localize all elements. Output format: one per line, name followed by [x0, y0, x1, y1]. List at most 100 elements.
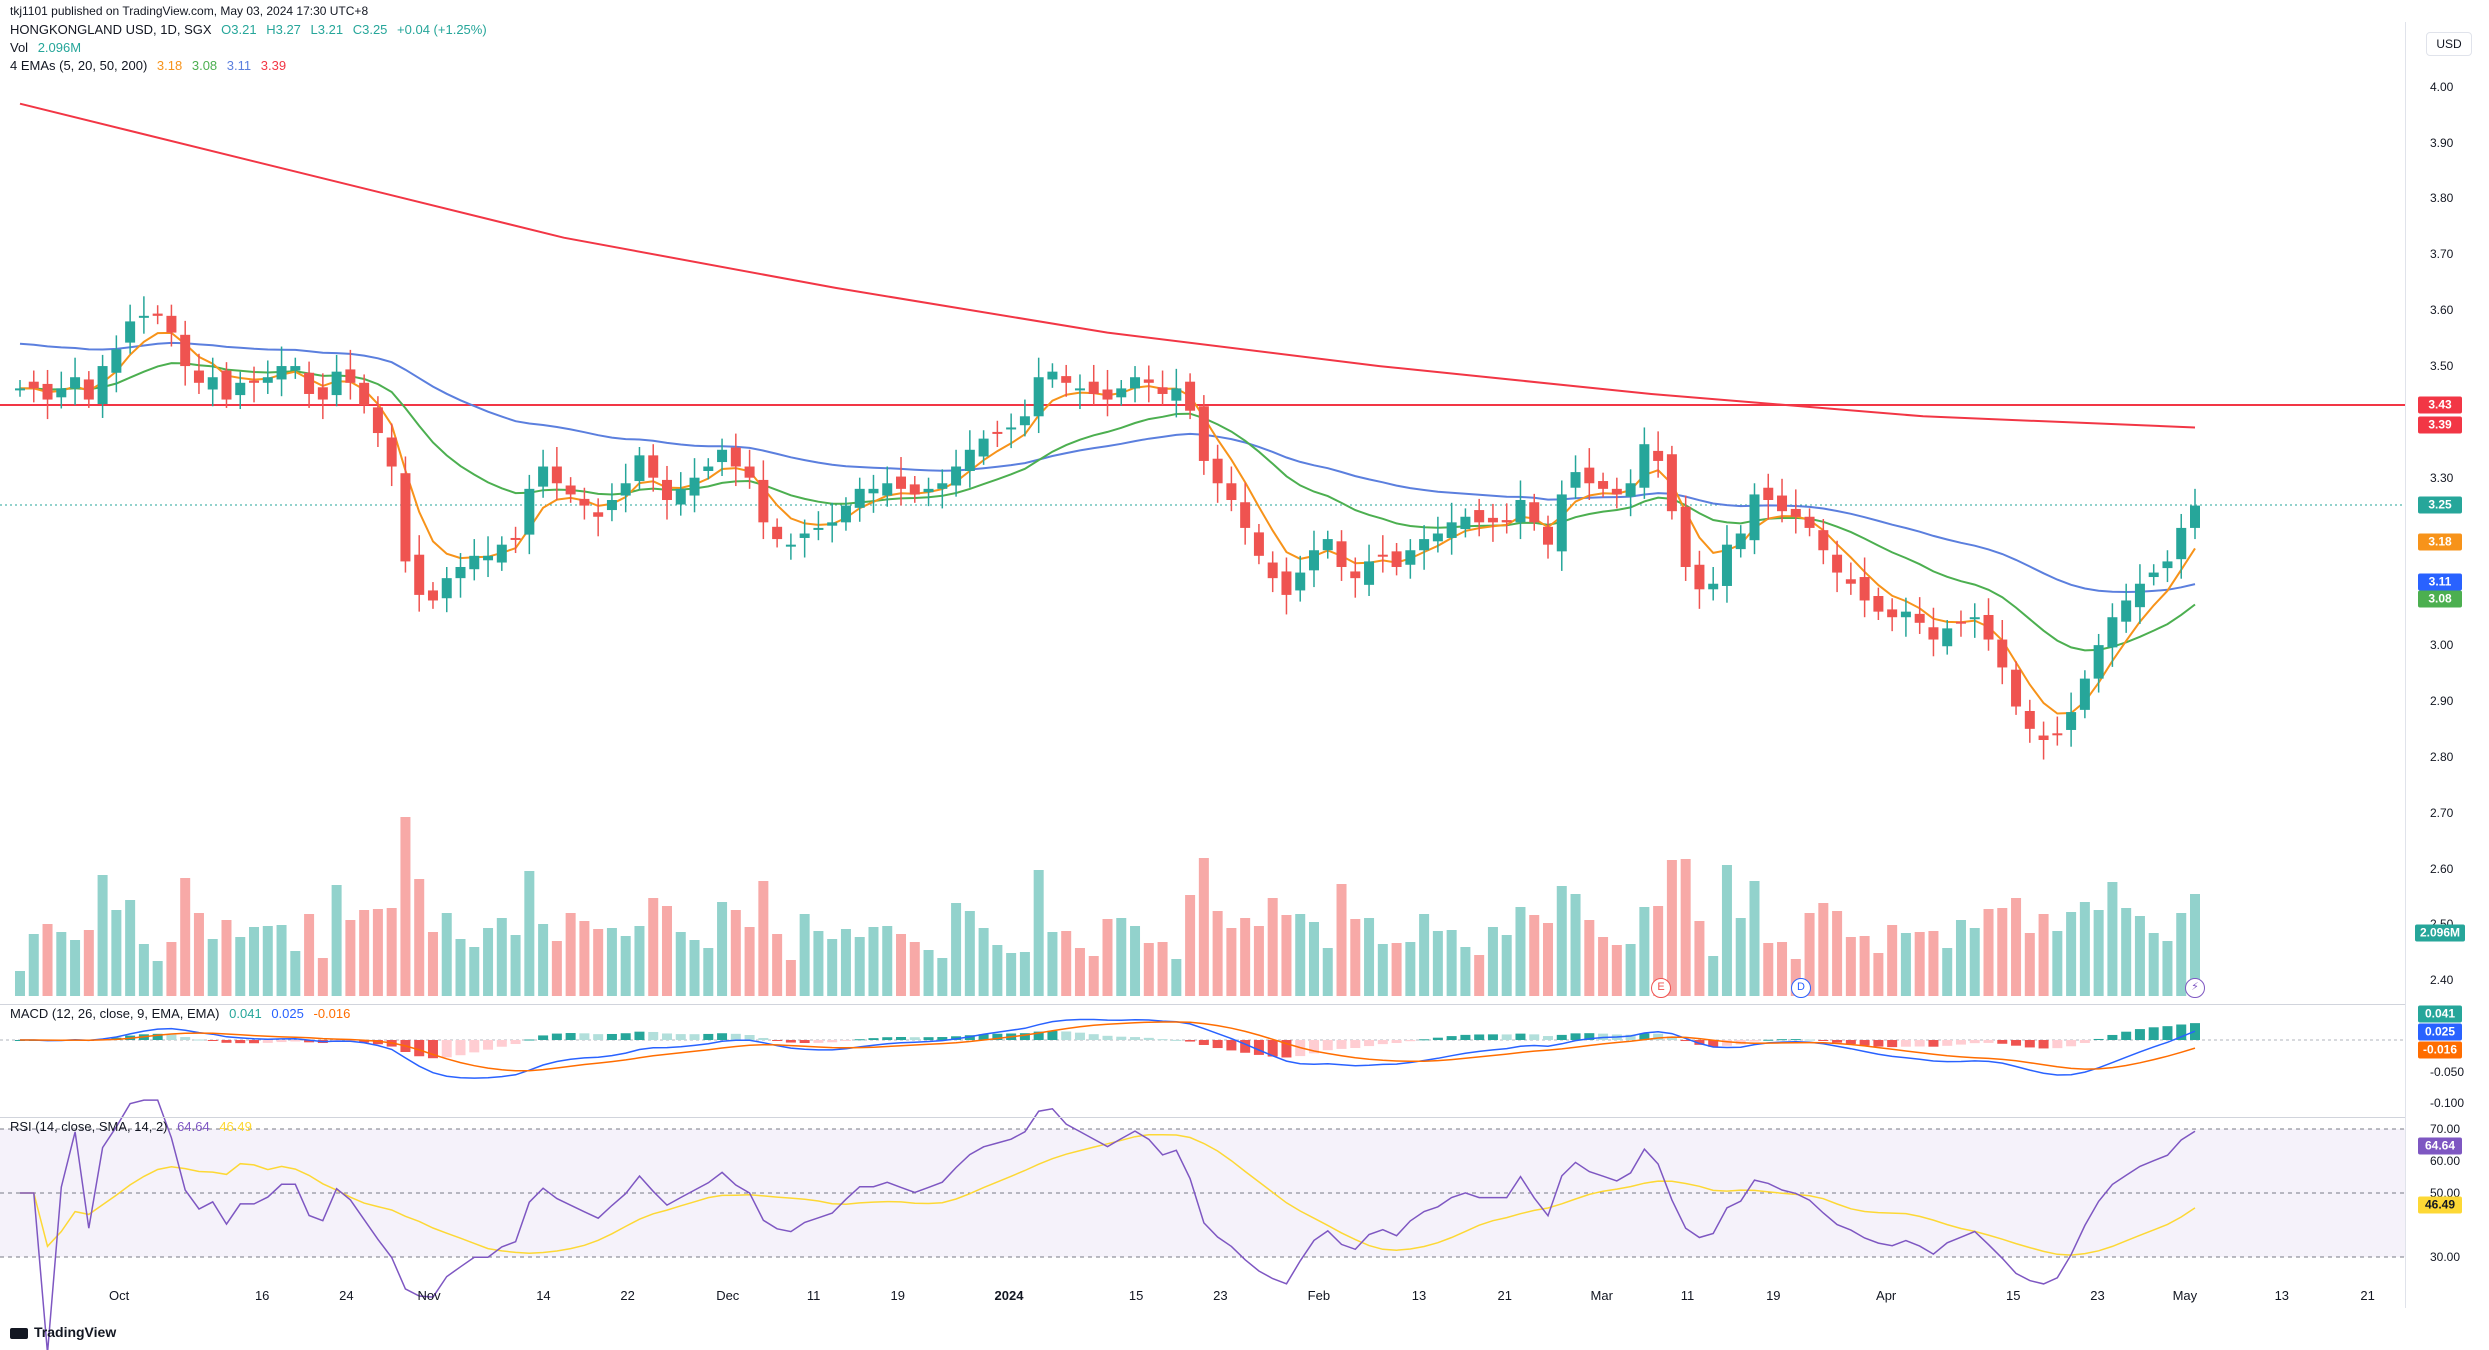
rsi-label: RSI (14, close, SMA, 14, 2) [10, 1119, 168, 1134]
rsi-ma-value: 46.49 [219, 1119, 252, 1134]
candle-body [1653, 450, 1664, 461]
volume-bar [276, 925, 287, 996]
candle-body [510, 537, 521, 540]
macd-histogram-bar [730, 1033, 741, 1040]
currency-button[interactable]: USD [2426, 32, 2472, 56]
time-axis-label: Oct [109, 1288, 130, 1303]
macd-histogram-bar [1322, 1040, 1333, 1051]
volume-bar [1074, 948, 1085, 996]
volume-bar [2176, 913, 2187, 996]
macd-line-value: 0.025 [271, 1006, 304, 1021]
candle-body [1006, 427, 1017, 430]
candle-body [1983, 614, 1994, 640]
candle-body [909, 484, 920, 495]
macd-histogram-bar [1625, 1034, 1636, 1040]
candle-body [290, 366, 301, 371]
macd-histogram-bar [909, 1037, 920, 1040]
volume-bar [2121, 908, 2132, 996]
volume-bar [593, 929, 604, 996]
volume-bar [1570, 894, 1581, 996]
volume-bar [1391, 943, 1402, 996]
candle-body [276, 366, 287, 380]
volume-bar [262, 926, 273, 996]
macd-histogram-bar [551, 1033, 562, 1040]
candle-body [414, 554, 425, 595]
candle-body [441, 578, 452, 599]
macd-histogram-bar [1487, 1034, 1498, 1040]
macd-histogram-bar [1130, 1037, 1141, 1040]
volume-bar [551, 941, 562, 996]
volume-bar [372, 909, 383, 996]
volume-bar [579, 921, 590, 996]
candle-body [1845, 579, 1856, 584]
macd-signal-tag: -0.016 [2418, 1041, 2462, 1059]
macd-histogram-bar [1212, 1040, 1223, 1049]
candle-body [1281, 571, 1292, 595]
candle-body [1171, 388, 1182, 401]
volume-bar [125, 900, 136, 996]
volume-legend[interactable]: Vol 2.096M [10, 40, 87, 55]
candle-body [111, 349, 122, 373]
volume-bar [2148, 933, 2159, 996]
ema-legend[interactable]: 4 EMAs (5, 20, 50, 200) 3.18 3.08 3.11 3… [10, 58, 292, 73]
volume-bar [1735, 918, 1746, 996]
split-event-icon[interactable]: ⚡ [2185, 978, 2205, 998]
macd-histogram-bar [1777, 1039, 1788, 1041]
price-axis-label: 2.70 [2430, 806, 2454, 820]
volume-bar [290, 951, 301, 996]
macd-histogram-bar [524, 1039, 535, 1041]
macd-histogram-bar [2134, 1029, 2145, 1040]
volume-bar [42, 924, 53, 996]
candle-body [152, 313, 163, 316]
candle-body [359, 382, 370, 406]
volume-bar [1611, 945, 1622, 996]
macd-histogram-bar [483, 1040, 494, 1050]
macd-legend[interactable]: MACD (12, 26, close, 9, EMA, EMA) 0.041 … [10, 1006, 356, 1021]
candle-body [1253, 532, 1264, 556]
volume-bar [1267, 898, 1278, 996]
macd-histogram-bar [455, 1040, 466, 1056]
macd-histogram-bar [1997, 1040, 2008, 1044]
volume-bar [483, 928, 494, 996]
candle-body [799, 533, 810, 538]
earnings-event-icon[interactable]: E [1651, 978, 1671, 998]
volume-bar [138, 944, 149, 996]
candle-body [703, 466, 714, 471]
ema50-tag: 3.11 [2418, 573, 2462, 591]
ema50-value: 3.11 [226, 58, 252, 73]
tradingview-logo[interactable]: TradingView [10, 1324, 116, 1340]
candle-body [579, 498, 590, 506]
macd-histogram-bar [1240, 1040, 1251, 1053]
macd-histogram-bar [180, 1037, 191, 1040]
macd-histogram-bar [661, 1033, 672, 1040]
macd-histogram-bar [1102, 1035, 1113, 1040]
ema5-tag: 3.18 [2418, 533, 2462, 551]
macd-histogram-bar [758, 1037, 769, 1040]
macd-histogram-bar [441, 1040, 452, 1058]
volume-bar [675, 932, 686, 996]
macd-histogram-bar [744, 1035, 755, 1040]
candle-body [964, 449, 975, 471]
candle-body [1942, 628, 1953, 647]
macd-histogram-bar [1474, 1034, 1485, 1040]
ema50-line [19, 341, 2196, 594]
macd-histogram-bar [1116, 1036, 1127, 1040]
macd-histogram-bar [2079, 1040, 2090, 1043]
macd-histogram-bar [1804, 1039, 1815, 1041]
pane-divider-macd[interactable] [0, 1004, 2405, 1005]
macd-histogram-bar [827, 1040, 838, 1043]
pane-divider-rsi[interactable] [0, 1117, 2405, 1118]
rsi-legend[interactable]: RSI (14, close, SMA, 14, 2) 64.64 46.49 [10, 1119, 258, 1134]
price-axis-label: 3.00 [2430, 638, 2454, 652]
vol-value: 2.096M [37, 40, 82, 55]
macd-histogram-bar [221, 1040, 232, 1043]
symbol-legend[interactable]: HONGKONGLAND USD, 1D, SGX O3.21 H3.27 L3… [10, 22, 493, 37]
candle-body [758, 479, 769, 523]
candle-body [951, 466, 962, 486]
candle-body [386, 437, 397, 467]
volume-bar [1777, 942, 1788, 996]
time-axis-label: Nov [417, 1288, 441, 1303]
volume-bar [648, 898, 659, 996]
dividend-event-icon[interactable]: D [1791, 978, 1811, 998]
